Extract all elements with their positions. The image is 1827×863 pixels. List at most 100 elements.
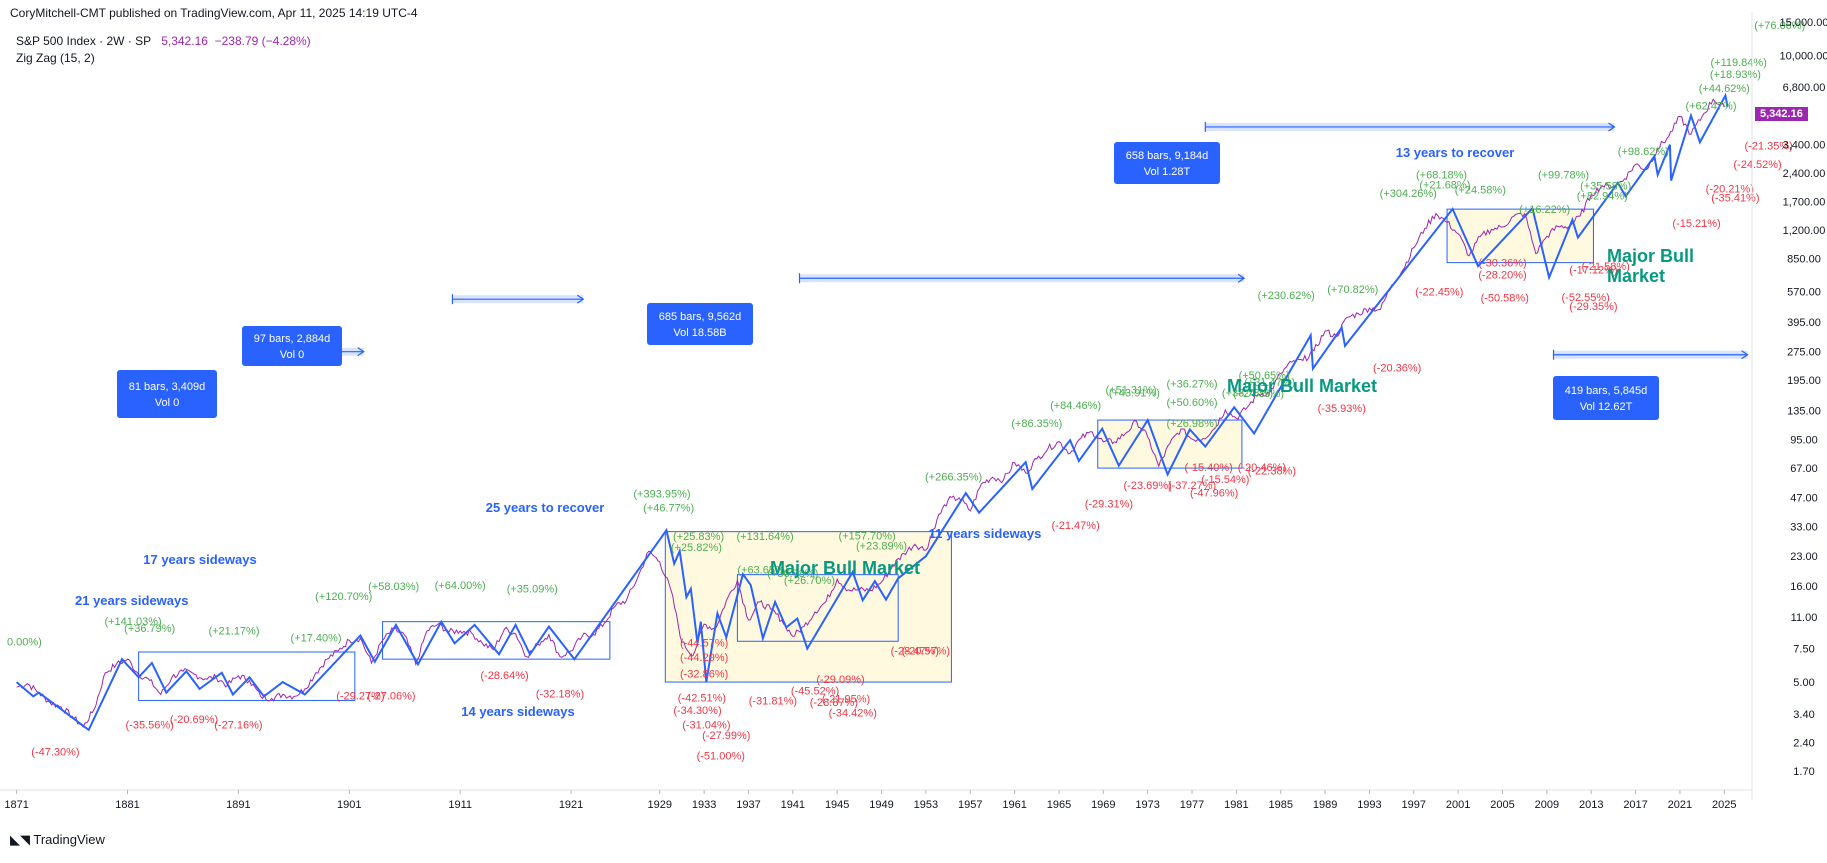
zigzag-up-label: 0.00%) (7, 636, 42, 648)
x-tick-label: 2005 (1490, 799, 1514, 811)
zigzag-up-label: (+36.79%) (124, 623, 175, 635)
symbol-price: 5,342.16 (161, 34, 208, 48)
y-tick-label: 10,000.00 (1780, 50, 1827, 62)
zigzag-up-label: (+18.93%) (1710, 69, 1761, 81)
annotation-text: Major Bull Market (1227, 376, 1377, 396)
zigzag-down-label: (-22.38%) (1248, 465, 1296, 477)
y-tick-label: 47.00 (1790, 492, 1818, 504)
zigzag-down-label: (-47.96%) (1190, 487, 1238, 499)
zigzag-up-label: (+36.78%) (767, 568, 818, 580)
range-box (1446, 208, 1594, 264)
x-tick-label: 1881 (115, 799, 139, 811)
zigzag-up-label: (+119.84%) (1711, 57, 1767, 69)
y-tick-label: 15,000.00 (1780, 17, 1827, 29)
zigzag-up-label: (+98.62%) (1618, 146, 1669, 158)
zigzag-down-label: (-28.64%) (480, 670, 528, 682)
tradingview-brand[interactable]: ◣◥ TradingView (10, 832, 105, 848)
y-tick-label: 7.50 (1793, 644, 1814, 656)
y-tick-label: 23.00 (1790, 551, 1818, 563)
zigzag-up-label: (+76.06%) (1754, 20, 1805, 32)
zigzag-down-label: (-28.20%) (1478, 269, 1526, 281)
x-tick-label: 1949 (869, 799, 893, 811)
x-tick-label: 1937 (736, 799, 760, 811)
x-tick-label: 1989 (1313, 799, 1337, 811)
range-badge-line2: Vol 18.58B (673, 327, 726, 339)
x-tick-label: 1929 (648, 799, 672, 811)
zigzag-down-label: (-32.86%) (680, 668, 728, 680)
zigzag-down-label: (-27.99%) (702, 730, 750, 742)
zigzag-up-label: (+141.03%) (104, 616, 161, 628)
zigzag-up-label: (+131.64%) (737, 531, 794, 543)
zigzag-down-label: (-29.09%) (816, 674, 864, 686)
zigzag-up-label: (+393.95%) (633, 488, 690, 500)
zigzag-down-label: (-34.30%) (673, 705, 721, 717)
zigzag-down-label: (-27.06%) (367, 690, 415, 702)
x-tick-label: 1961 (1002, 799, 1026, 811)
symbol-legend[interactable]: S&P 500 Index · 2W · SP 5,342.16 −238.79… (16, 34, 311, 48)
indicator-legend[interactable]: Zig Zag (15, 2) (16, 51, 95, 65)
zigzag-down-label: (-22.45%) (1415, 286, 1463, 298)
y-tick-label: 1,700.00 (1783, 197, 1826, 209)
price-series (16, 98, 1725, 728)
zigzag-series (15, 92, 1729, 732)
x-tick-label: 1997 (1402, 799, 1426, 811)
x-tick-label: 2013 (1579, 799, 1603, 811)
zigzag-up-label: (+25.83%) (673, 531, 724, 543)
zigzag-up-label: (+31.47%) (1244, 377, 1295, 389)
zigzag-down-label: (-21.47%) (1051, 520, 1099, 532)
zigzag-down-label: (-20.21%) (1706, 183, 1754, 195)
x-tick-label: 1945 (825, 799, 849, 811)
zigzag-up-label: (+21.68%) (1419, 180, 1470, 192)
range-badge-line1: 658 bars, 9,184d (1126, 150, 1209, 162)
zigzag-down-label: (-21.58%) (1581, 261, 1629, 273)
zigzag-down-label: (-42.51%) (678, 692, 726, 704)
y-tick-label: 3,400.00 (1783, 139, 1826, 151)
x-tick-label: 2001 (1446, 799, 1470, 811)
zigzag-labels: 0.00%) (+141.03%)(+36.79%) (+21.17%) (+17.4… (7, 20, 1805, 763)
range-badge-line1: 685 bars, 9,562d (659, 311, 742, 323)
y-tick-label: 16.00 (1790, 581, 1818, 593)
range-boxes (138, 208, 1594, 701)
annotation-text: 13 years to recover (1396, 145, 1515, 160)
y-tick-label: 6,800.00 (1783, 82, 1826, 94)
x-tick-label: 1901 (337, 799, 361, 811)
x-tick-label: 1993 (1357, 799, 1381, 811)
range-badge-line1: 419 bars, 5,845d (1565, 385, 1648, 397)
x-tick-label: 2009 (1535, 799, 1559, 811)
y-tick-label: 135.00 (1787, 405, 1821, 417)
zigzag-up-label: (+16.22%) (1519, 204, 1570, 216)
zigzag-down-label: (-51.00%) (697, 751, 745, 763)
x-tick-label: 1965 (1047, 799, 1071, 811)
x-tick-label: 1911 (448, 799, 472, 811)
x-tick-label: 1871 (4, 799, 28, 811)
range-badge-line2: Vol 1.28T (1144, 166, 1191, 178)
zigzag-down-label: (-15.40%) (1185, 462, 1233, 474)
y-tick-label: 275.00 (1787, 347, 1821, 359)
x-tick-label: 1957 (958, 799, 982, 811)
zigzag-up-label: (+51.31%) (1106, 384, 1157, 396)
zigzag-down-label: (-52.55%) (1562, 292, 1610, 304)
x-tick-label: 1977 (1180, 799, 1204, 811)
zigzag-down-label: (-20.69%) (170, 714, 218, 726)
annotation-text: 17 years sideways (143, 552, 256, 567)
y-tick-label: 1,200.00 (1783, 225, 1826, 237)
zigzag-down-label: (-29.27%) (336, 690, 384, 702)
y-tick-label: 395.00 (1787, 317, 1821, 329)
zigzag-up-label: (+26.70%) (784, 575, 835, 587)
range-badge-line1: 97 bars, 2,884d (254, 333, 330, 345)
x-tick-label: 1941 (781, 799, 805, 811)
y-tick-label: 850.00 (1787, 254, 1821, 266)
y-tick-label: 67.00 (1790, 463, 1818, 475)
zigzag-down-label: (-17.12%) (1569, 264, 1617, 276)
zigzag-down-label: (-24.52%) (1733, 159, 1781, 171)
zigzag-up-label: (+26.98%) (1166, 418, 1217, 430)
zigzag-down-label: (-30.36%) (1478, 257, 1526, 269)
y-tick-label: 33.00 (1790, 521, 1818, 533)
annotation-text: Major Bull Market (770, 558, 920, 578)
zigzag-up-label: (+230.62%) (1258, 290, 1315, 302)
zigzag-down-label: (-31.81%) (749, 696, 797, 708)
zigzag-down-label: (-35.41%) (1711, 193, 1759, 205)
y-tick-label: 3.40 (1793, 709, 1814, 721)
